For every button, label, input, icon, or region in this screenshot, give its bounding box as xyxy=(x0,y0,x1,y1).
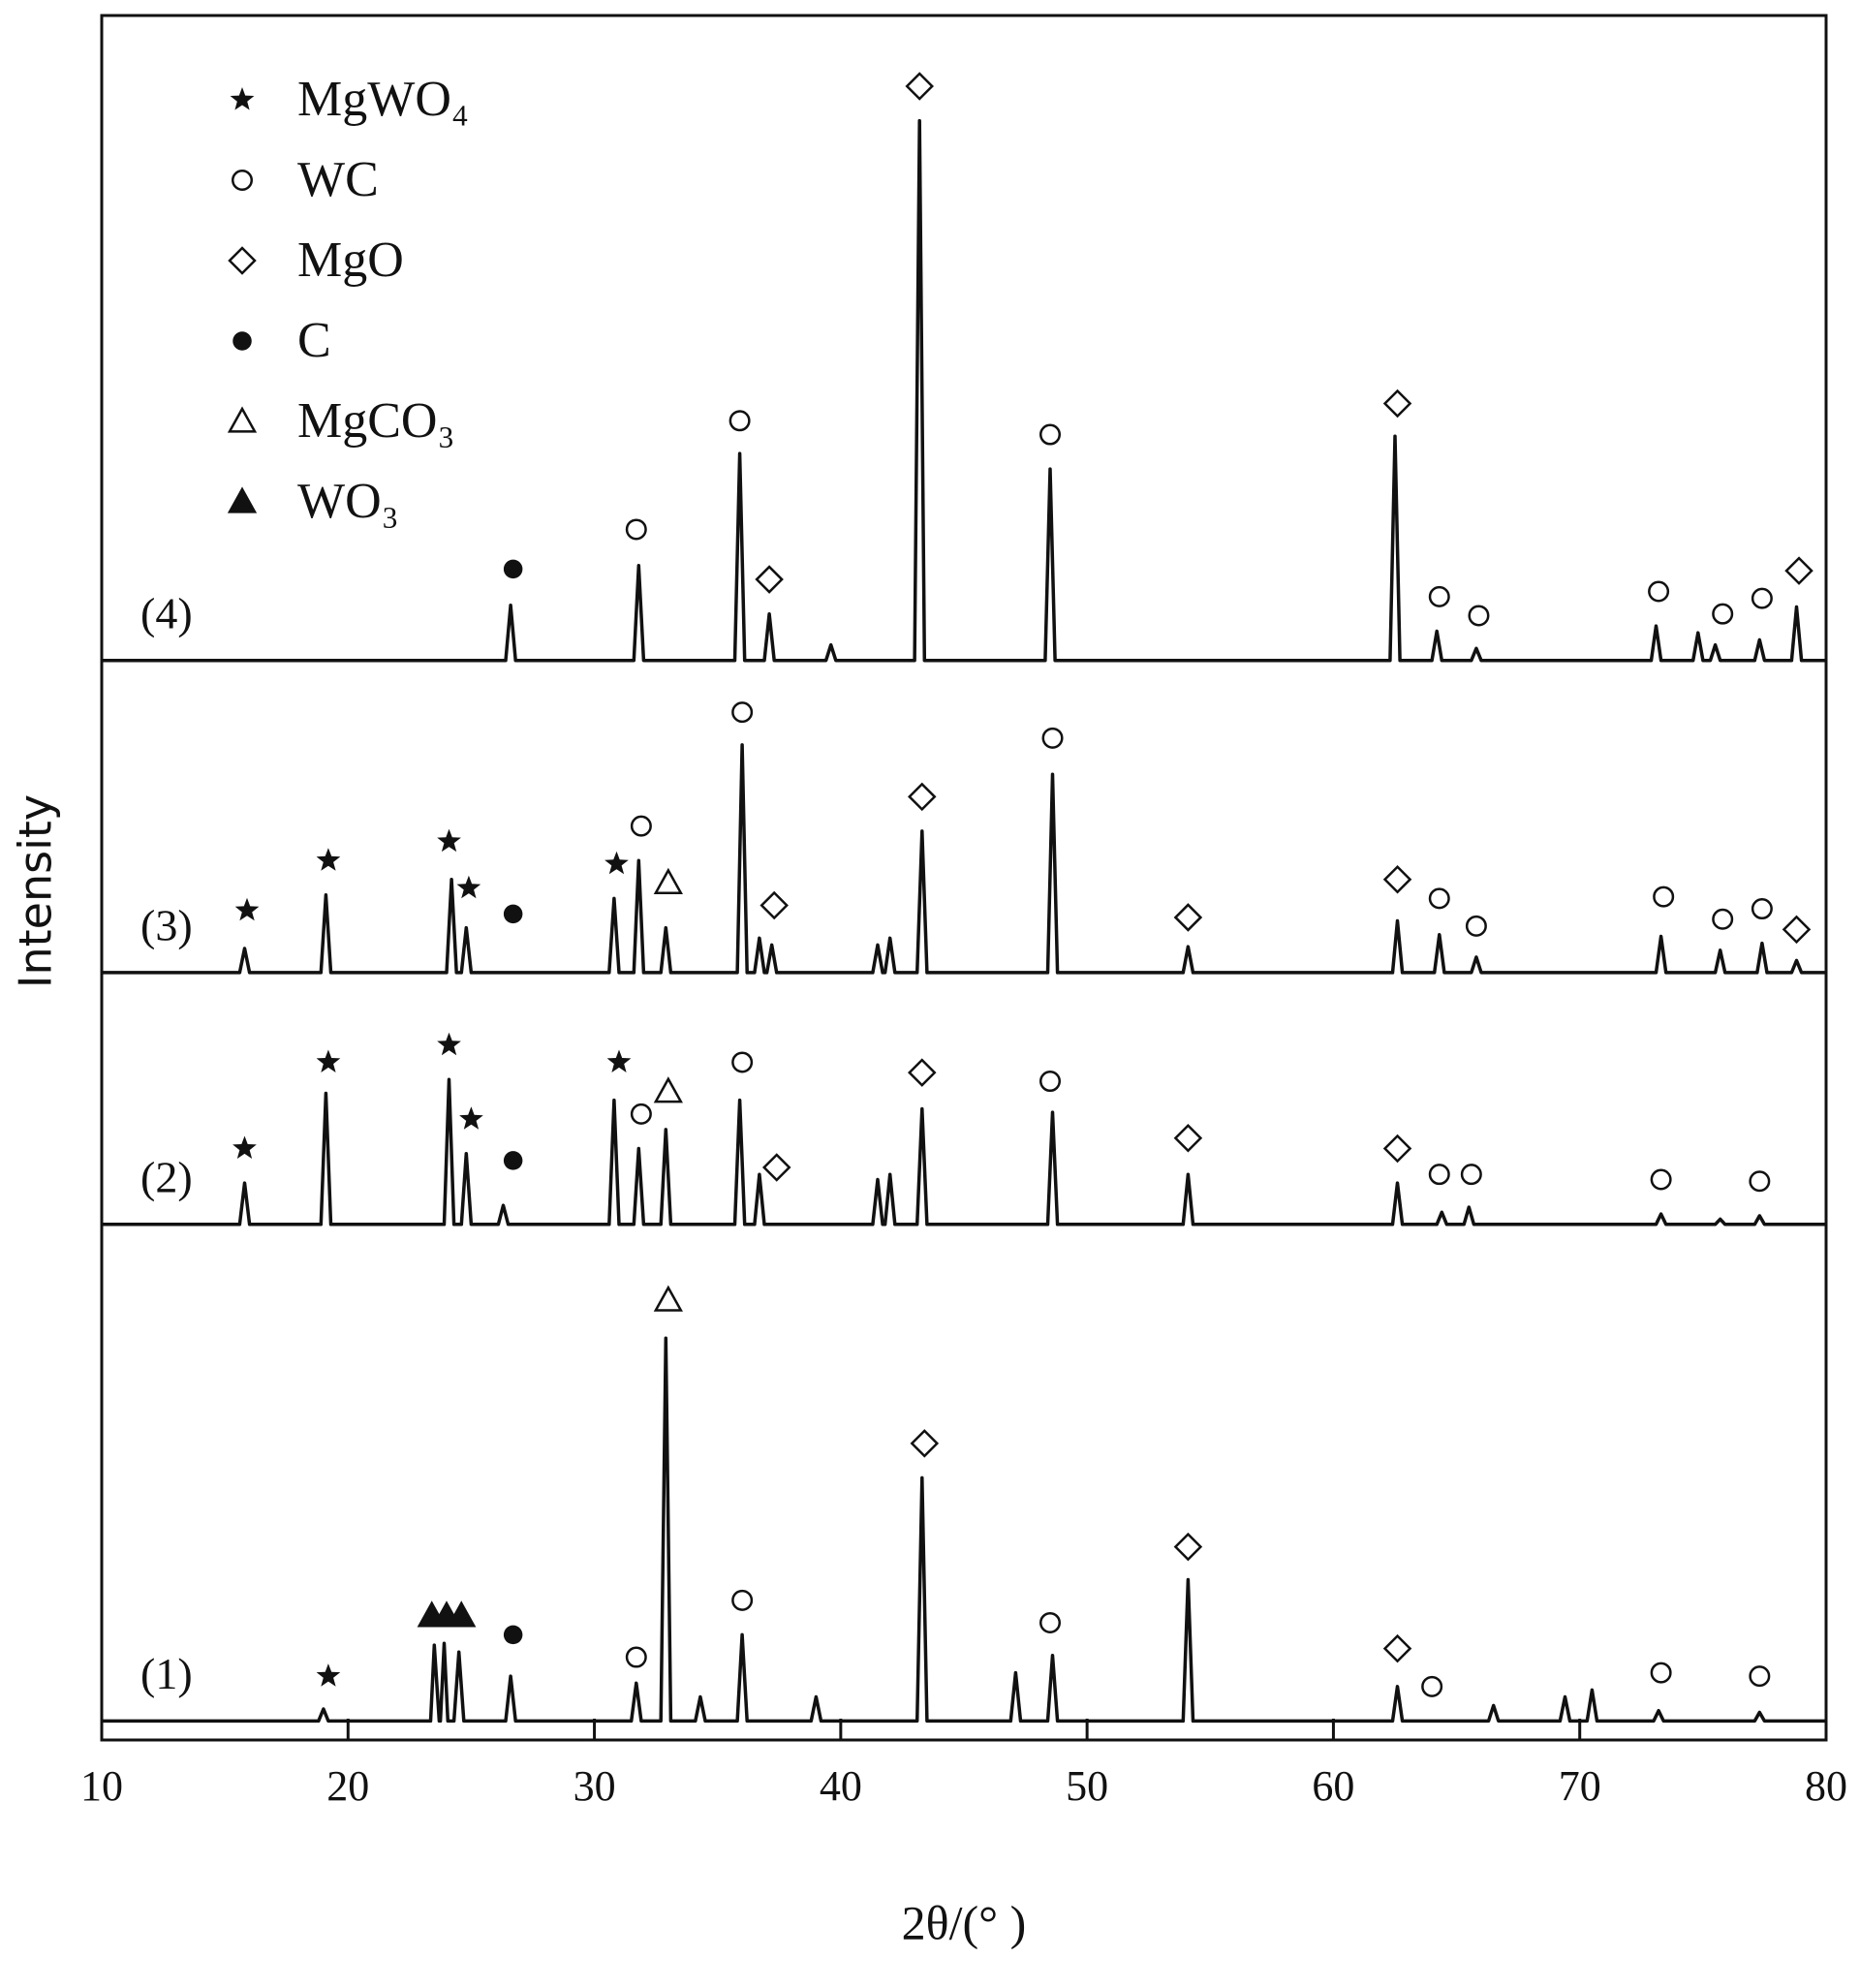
x-tick-label: 10 xyxy=(80,1762,123,1810)
marker-triangle xyxy=(447,1600,477,1628)
x-tick-label: 40 xyxy=(820,1762,862,1810)
legend-label: WO₃ xyxy=(297,474,399,529)
xrd-pattern xyxy=(102,118,1826,663)
marker-circle xyxy=(731,1589,754,1611)
x-tick-label: 30 xyxy=(574,1762,616,1810)
series-label: (1) xyxy=(140,1649,193,1698)
marker-triangle-open xyxy=(653,867,683,894)
marker-circle xyxy=(1468,605,1490,627)
marker-circle xyxy=(1653,885,1675,908)
series-label: (2) xyxy=(140,1152,193,1201)
series-label: (3) xyxy=(140,900,193,949)
marker-diamond xyxy=(1382,865,1412,894)
plot-frame xyxy=(100,14,1828,1742)
marker-diamond xyxy=(1173,1124,1203,1153)
xrd-pattern xyxy=(102,743,1826,975)
marker-circle xyxy=(1749,1665,1771,1688)
marker-diamond xyxy=(1382,1134,1412,1164)
marker-diamond xyxy=(228,246,257,275)
marker-diamond xyxy=(760,890,789,920)
marker-circle xyxy=(630,815,652,837)
marker-circle xyxy=(1460,1164,1482,1186)
marker-circle xyxy=(731,701,754,724)
marker-diamond xyxy=(1382,388,1412,419)
marker-diamond xyxy=(1382,1633,1412,1663)
legend-label: C xyxy=(297,313,331,368)
marker-star xyxy=(606,1049,632,1072)
legend-label: MgWO₄ xyxy=(297,72,469,127)
marker-diamond xyxy=(1173,1532,1203,1562)
marker-circle xyxy=(1749,1170,1771,1193)
marker-circle xyxy=(232,170,253,191)
marker-circle xyxy=(1041,727,1064,749)
marker-circle xyxy=(1650,1168,1672,1191)
x-tick-label: 20 xyxy=(326,1762,369,1810)
marker-star xyxy=(232,1135,257,1159)
marker-triangle-open xyxy=(653,1285,683,1312)
marker-star xyxy=(437,828,461,853)
x-tick-label: 50 xyxy=(1066,1762,1108,1810)
marker-dot xyxy=(503,1625,523,1645)
marker-circle xyxy=(1712,603,1734,625)
marker-dot xyxy=(503,1151,523,1170)
marker-circle xyxy=(1428,887,1450,910)
marker-star xyxy=(604,851,629,875)
marker-triangle-open xyxy=(227,406,258,433)
legend-label: MgCO₃ xyxy=(297,393,455,449)
x-axis-label: 2θ/(° ) xyxy=(902,1895,1027,1949)
legend-label: MgO xyxy=(297,233,404,288)
marker-circle xyxy=(1712,908,1734,930)
xrd-pattern xyxy=(102,1077,1826,1227)
marker-star xyxy=(456,875,481,899)
marker-circle xyxy=(1428,1164,1450,1186)
marker-circle xyxy=(1465,915,1487,937)
marker-triangle-open xyxy=(653,1076,683,1103)
marker-circle xyxy=(1428,585,1450,607)
marker-circle xyxy=(1650,1662,1672,1684)
marker-circle xyxy=(630,1103,652,1125)
marker-circle xyxy=(1421,1675,1443,1697)
marker-star xyxy=(234,897,260,921)
marker-diamond xyxy=(905,72,934,101)
marker-diamond xyxy=(1784,556,1814,585)
x-tick-label: 80 xyxy=(1805,1762,1847,1810)
marker-dot xyxy=(503,559,523,579)
xrd-pattern xyxy=(102,1336,1826,1724)
marker-circle xyxy=(1648,580,1670,603)
marker-circle xyxy=(1751,898,1773,920)
marker-dot xyxy=(232,331,252,351)
series-label: (4) xyxy=(140,588,193,637)
marker-diamond xyxy=(910,1429,940,1458)
marker-diamond xyxy=(908,1058,937,1087)
marker-dot xyxy=(503,904,523,924)
marker-triangle xyxy=(227,486,258,513)
marker-diamond xyxy=(1782,915,1812,945)
marker-diamond xyxy=(908,782,937,812)
marker-circle xyxy=(1039,1611,1061,1633)
marker-diamond xyxy=(1173,903,1203,932)
marker-diamond xyxy=(755,565,784,594)
marker-star xyxy=(316,1663,341,1687)
marker-circle xyxy=(1751,587,1773,609)
marker-diamond xyxy=(761,1153,791,1182)
legend-label: WC xyxy=(297,152,379,207)
y-axis-label: Intensity xyxy=(10,794,62,988)
marker-star xyxy=(316,1049,341,1072)
marker-star xyxy=(437,1032,461,1056)
marker-circle xyxy=(625,518,647,541)
marker-circle xyxy=(1039,1071,1061,1093)
marker-circle xyxy=(1039,423,1061,446)
x-tick-label: 70 xyxy=(1559,1762,1601,1810)
marker-circle xyxy=(731,1051,754,1073)
marker-star xyxy=(459,1106,483,1130)
marker-circle xyxy=(625,1646,647,1668)
marker-circle xyxy=(728,410,751,432)
marker-star xyxy=(230,87,255,110)
marker-star xyxy=(316,848,341,871)
x-tick-label: 60 xyxy=(1312,1762,1354,1810)
